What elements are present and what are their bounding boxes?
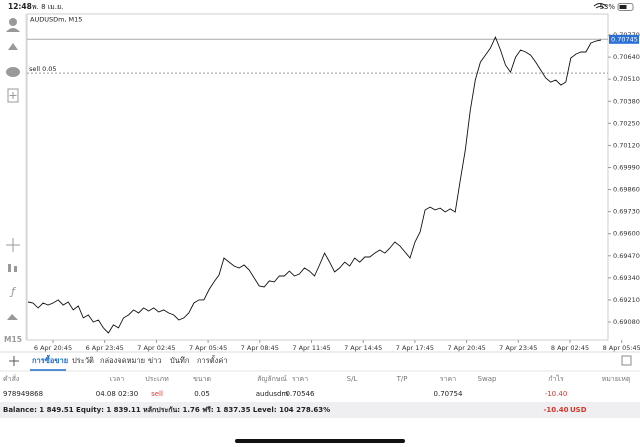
tab[interactable]: การซื้อขาย	[32, 354, 68, 365]
icon-plus	[9, 92, 17, 99]
y-tick-label: 0.69080	[613, 318, 640, 326]
y-tick-label: 0.70510	[613, 75, 640, 83]
cell-time: 04.08 02:30	[96, 390, 138, 398]
status-time: 12:48	[8, 2, 32, 11]
tab[interactable]: บันทึก	[170, 356, 189, 365]
cell-order: 978949868	[3, 390, 43, 398]
x-tick-label: 7 Apr 11:45	[292, 344, 330, 352]
x-tick-label: 7 Apr 05:45	[189, 344, 227, 352]
cell-volume: 0.05	[194, 390, 210, 398]
y-tick-label: 0.69210	[613, 296, 640, 304]
tab[interactable]: การตั้งค่า	[197, 355, 228, 365]
status-date: พ. 8 เม.ย.	[32, 3, 63, 11]
current-price-label: 0.70745	[611, 35, 638, 43]
order-line-label: sell 0.05	[29, 65, 57, 73]
x-tick-label: 7 Apr 17:45	[396, 344, 434, 352]
icon-candles-2	[14, 266, 17, 272]
y-tick-label: 0.70250	[613, 119, 640, 127]
column-header: กำไร	[548, 374, 564, 383]
icon-trade[interactable]	[8, 43, 18, 50]
column-header: เวลา	[110, 375, 125, 383]
icon-account[interactable]	[9, 18, 17, 26]
y-tick-label: 0.69860	[613, 186, 640, 194]
timeframe-button[interactable]: M15	[4, 335, 22, 344]
column-header: Swap	[478, 375, 497, 383]
icon-account-body[interactable]	[6, 28, 20, 32]
currency: USD	[570, 406, 587, 414]
cell-symbol: audusdm	[256, 390, 289, 398]
y-tick-label: 0.69470	[613, 252, 640, 260]
column-header: ประเภท	[145, 375, 169, 383]
y-tick-label: 0.69600	[613, 230, 640, 238]
icon-indicators[interactable]: ƒ	[9, 285, 17, 298]
column-header: S/L	[347, 375, 358, 383]
cell-profit: -10.40	[545, 390, 568, 398]
summary-profit: -10.40	[543, 406, 568, 414]
column-header: หมายเหตุ	[602, 375, 631, 383]
x-tick-label: 7 Apr 08:45	[241, 344, 279, 352]
layout-button[interactable]	[621, 355, 632, 366]
cell-type: sell	[151, 390, 163, 398]
x-tick-label: 7 Apr 14:45	[344, 344, 382, 352]
column-header: ราคา	[440, 375, 456, 383]
x-tick-label: 7 Apr 23:45	[499, 344, 537, 352]
y-tick-label: 0.70380	[613, 97, 640, 105]
tab[interactable]: กล่องจดหมาย	[100, 356, 145, 365]
y-tick-label: 0.69990	[613, 163, 640, 171]
add-button[interactable]	[9, 356, 19, 366]
icon-crosshair[interactable]	[6, 238, 20, 252]
battery-icon	[617, 3, 634, 11]
wifi-icon	[593, 3, 607, 9]
x-tick-label: 8 Apr 02:45	[551, 344, 589, 352]
tab[interactable]: ข่าว	[148, 356, 162, 365]
x-tick-label: 7 Apr 02:45	[137, 344, 175, 352]
y-tick-label: 0.69730	[613, 208, 640, 216]
battery-level	[619, 5, 627, 9]
x-tick-label: 7 Apr 20:45	[447, 344, 485, 352]
x-tick-label: 8 Apr 05:45	[603, 344, 640, 352]
icon-new-order[interactable]	[7, 88, 19, 103]
column-header: T/P	[396, 375, 408, 383]
tab[interactable]: ประวัติ	[72, 356, 94, 365]
column-header: ขนาด	[193, 375, 211, 383]
column-header: สัญลักษณ์	[257, 375, 287, 383]
account-summary: Balance: 1 849.51 Equity: 1 839.11 หลักป…	[3, 406, 330, 414]
y-tick-label: 0.69340	[613, 274, 640, 282]
icon-chat[interactable]	[6, 67, 20, 77]
price-line	[27, 35, 602, 334]
current-price-tag	[609, 34, 639, 44]
plot-frame	[26, 13, 609, 341]
chart-title: AUDUSDm, M15	[30, 16, 82, 24]
summary-background	[0, 402, 640, 418]
column-header: คำสั่ง	[3, 374, 19, 383]
icon-objects[interactable]	[7, 314, 18, 320]
icon-candles[interactable]	[8, 264, 11, 272]
cell-current-price: 0.70754	[434, 390, 463, 398]
status-battery: 53%	[599, 3, 615, 11]
y-tick-label: 0.70640	[613, 53, 640, 61]
x-tick-label: 6 Apr 20:45	[34, 344, 72, 352]
home-indicator	[235, 439, 405, 443]
cell-open-price: 0.70546	[286, 390, 315, 398]
column-header: ราคา	[292, 375, 308, 383]
x-tick-label: 6 Apr 23:45	[86, 344, 124, 352]
y-tick-label: 0.70120	[613, 141, 640, 149]
